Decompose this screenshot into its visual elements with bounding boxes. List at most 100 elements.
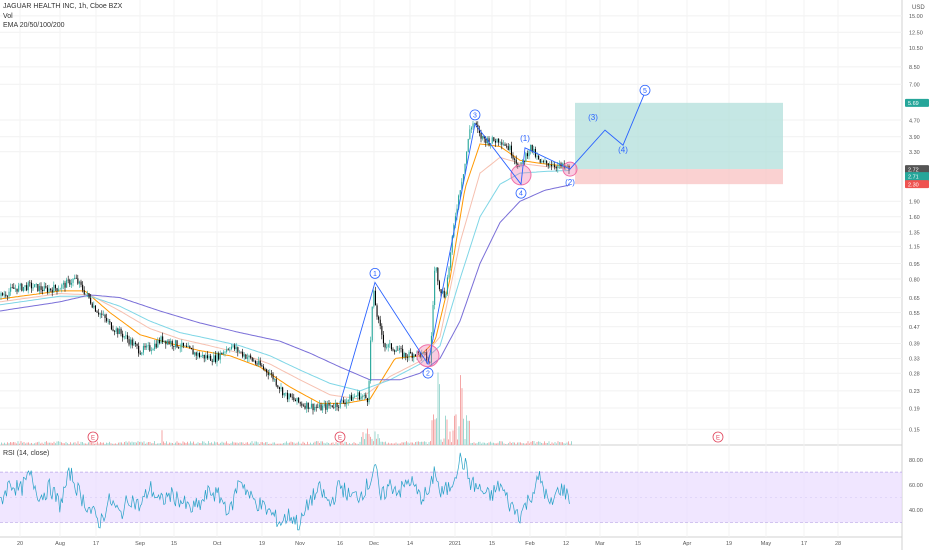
candle-body: [166, 340, 168, 345]
volume-bar: [101, 442, 103, 445]
volume-bar: [377, 434, 379, 445]
position-zones: [575, 102, 783, 185]
volume-bar: [509, 441, 511, 445]
candle-body: [154, 343, 156, 350]
candle-body: [72, 279, 74, 283]
candle-body: [179, 347, 181, 349]
price-axis[interactable]: 15.00 12.50 10.50 8.50 7.00 4.70 3.90 3.30 1.90 1…: [905, 14, 929, 514]
candle-body: [315, 406, 317, 408]
volume-bar: [412, 442, 413, 445]
volume-bar: [548, 441, 550, 445]
wave-label: 3: [473, 112, 477, 119]
candle-body: [285, 392, 287, 394]
candle-body: [296, 397, 298, 402]
volume-bar: [52, 443, 53, 445]
volume-bar: [242, 442, 244, 445]
volume-bar: [425, 441, 427, 445]
volume-bar: [152, 443, 154, 445]
candle-body: [525, 153, 527, 162]
rsi-tick-label: 40.00: [909, 508, 923, 514]
volume-bar: [298, 441, 299, 445]
volume-bar: [496, 443, 497, 445]
price-label-bg: [905, 98, 929, 107]
candle-body: [432, 304, 434, 336]
candle-body: [368, 381, 370, 403]
volume-bar: [155, 443, 157, 445]
volume-bar: [107, 442, 109, 445]
volume-bar: [191, 442, 193, 445]
volume-bar: [218, 443, 220, 445]
candle-body: [440, 289, 442, 294]
candle-body: [141, 352, 143, 355]
volume-bar: [472, 442, 473, 445]
volume-bar: [221, 441, 223, 445]
wave-label-circle: [369, 267, 381, 279]
candle-body: [163, 340, 165, 343]
candle-body: [357, 392, 359, 397]
candle-body: [546, 160, 548, 164]
volume-bar: [320, 441, 322, 445]
volume-bar: [305, 443, 307, 445]
time-axis[interactable]: 20 Aug 17 Sep 15 Oct 19 Nov 16 Dec 14 2021 15 Feb 12 Ma…: [17, 541, 841, 547]
volume-bar: [253, 443, 254, 445]
time-tick-label: 17: [93, 541, 99, 547]
volume-bar: [427, 443, 428, 445]
candle-body: [539, 159, 541, 163]
price-tick-label: 0.95: [909, 262, 920, 268]
candle-body: [48, 288, 50, 293]
volume-bar: [166, 441, 167, 445]
candle-body: [397, 350, 399, 351]
volume-bar: [434, 419, 436, 445]
price-tick-label: 0.28: [909, 371, 920, 377]
candle-body: [3, 294, 5, 296]
candle-body: [429, 361, 431, 363]
candle-body: [251, 357, 253, 361]
volume-bar: [460, 375, 461, 445]
candle-body: [213, 355, 215, 362]
ema-lines: [0, 143, 571, 404]
volume-bar: [304, 442, 305, 445]
earnings-label: E: [91, 436, 95, 442]
highlight-circle: [416, 344, 440, 368]
volume-bar: [359, 441, 361, 445]
candle-body: [242, 351, 244, 357]
candle-body: [350, 395, 352, 401]
candle-body: [309, 407, 311, 409]
elliott-wave: 1 2 3 4 5 (1) (2) (3) (4): [339, 84, 651, 404]
volume-bar: [328, 442, 329, 445]
candle-body: [262, 366, 264, 369]
candle-body: [254, 361, 256, 364]
candle-body: [430, 335, 432, 363]
candle-body: [146, 345, 148, 348]
volume-bar: [97, 441, 98, 445]
candle-body: [75, 277, 77, 279]
volume-bar: [571, 441, 572, 445]
wave-path: [339, 92, 646, 404]
volume-bar: [20, 441, 22, 445]
volume-bar: [172, 443, 173, 445]
volume-bar: [230, 442, 232, 445]
volume-bar: [559, 442, 560, 445]
volume-bar: [190, 441, 191, 445]
volume-bar: [473, 442, 475, 445]
candle-body: [216, 353, 218, 363]
time-tick-label: Mar: [595, 541, 605, 547]
candle-body: [291, 396, 293, 398]
candle-body: [98, 312, 100, 315]
candle-body: [197, 353, 199, 356]
volume-bar: [358, 443, 359, 445]
volume-bar: [274, 442, 275, 445]
candle-body: [288, 393, 290, 400]
volume-bar: [355, 443, 356, 445]
candle-body: [24, 285, 26, 287]
volume-bar: [269, 443, 271, 445]
volume-bar: [116, 443, 118, 445]
rsi-tick-label: 60.00: [909, 483, 923, 489]
volume-bar: [88, 442, 89, 445]
candle-body: [349, 395, 351, 400]
volume-bar: [7, 442, 8, 445]
volume-bar: [451, 442, 452, 445]
volume-bar: [154, 441, 155, 445]
